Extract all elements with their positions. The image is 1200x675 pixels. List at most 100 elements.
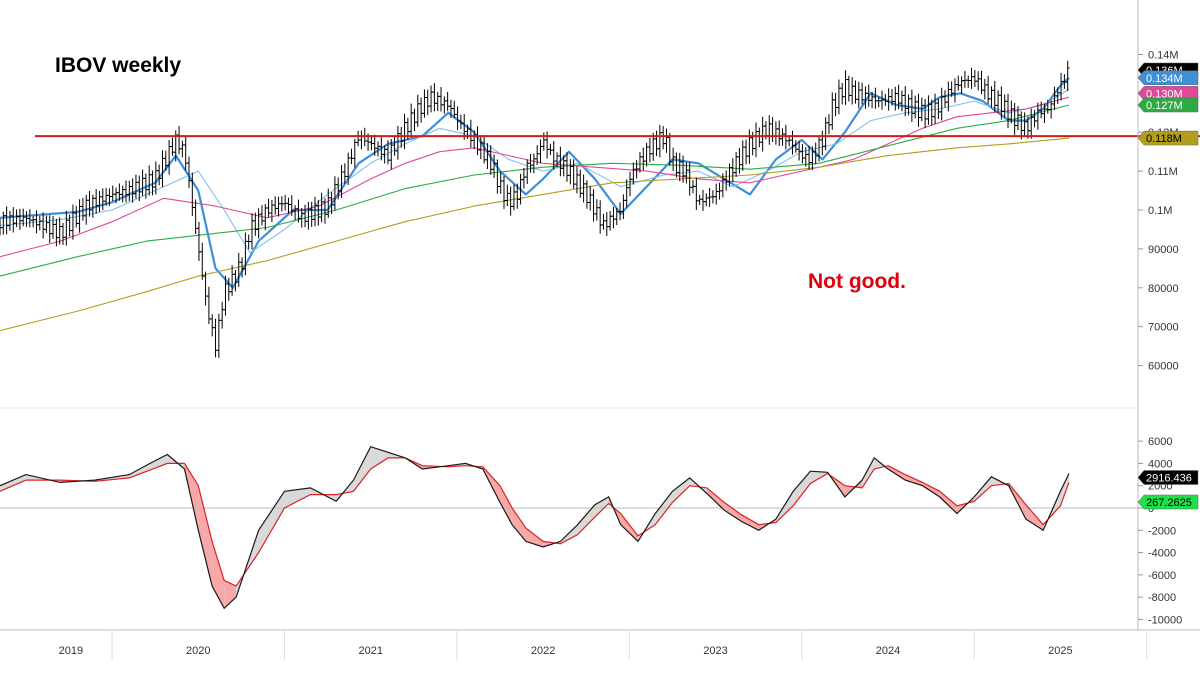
- price-bar: [124, 180, 129, 203]
- price-bar: [707, 188, 712, 207]
- macd-histogram-fill: [353, 446, 371, 492]
- price-bar: [833, 92, 838, 117]
- price-bar: [966, 75, 971, 88]
- price-bar: [704, 193, 709, 207]
- price-bar: [654, 130, 659, 157]
- price-tag: 0.130M: [1137, 86, 1199, 101]
- chart-title: IBOV weekly: [55, 54, 182, 77]
- price-bar: [94, 189, 99, 214]
- price-bar: [177, 125, 182, 155]
- price-bar: [767, 115, 772, 145]
- price-bar: [677, 152, 682, 182]
- macd-y-tick-label: 6000: [1148, 436, 1172, 448]
- price-bar: [439, 87, 444, 112]
- price-bar: [800, 144, 805, 164]
- price-bar: [27, 209, 32, 228]
- price-bar: [47, 215, 52, 243]
- macd-histogram-fill: [862, 457, 875, 488]
- x-tick-label: 2019: [59, 645, 83, 657]
- price-bar: [770, 116, 775, 143]
- y-tick-label: 90000: [1148, 244, 1179, 256]
- price-bar: [303, 204, 308, 228]
- x-tick-label: 2021: [358, 645, 382, 657]
- price-bar: [236, 252, 241, 287]
- price-bar: [17, 208, 22, 230]
- price-bar: [24, 211, 29, 227]
- price-tag-bg: [1137, 70, 1199, 86]
- price-bar: [923, 98, 928, 129]
- price-bar: [147, 165, 152, 196]
- price-bar: [952, 78, 957, 103]
- price-bar: [409, 103, 414, 138]
- price-bar: [790, 130, 795, 155]
- macd-histogram-fill: [887, 465, 906, 481]
- macd-histogram-fill: [370, 446, 388, 469]
- price-bar: [697, 194, 702, 206]
- price-bar: [737, 147, 742, 174]
- macd-histogram-fill: [724, 502, 742, 522]
- price-tag-label: 0.130M: [1146, 88, 1183, 100]
- price-bar: [196, 221, 201, 261]
- price-bar: [830, 92, 835, 130]
- price-bar: [133, 174, 138, 199]
- macd-tag-bg: [1137, 494, 1199, 510]
- price-bar: [594, 199, 599, 221]
- macd-histogram-fill: [150, 454, 168, 471]
- price-bar: [250, 213, 255, 250]
- signal-line: [0, 457, 1070, 587]
- ma-line-ma_fast: [0, 76, 1070, 289]
- price-bar: [581, 174, 586, 203]
- macd-histogram-fill: [741, 514, 759, 531]
- price-bar: [70, 204, 75, 240]
- price-bar: [120, 185, 125, 203]
- price-bar: [352, 138, 357, 168]
- price-bar: [1002, 94, 1007, 118]
- y-tick-label: 0.11M: [1148, 166, 1178, 178]
- price-bar: [1029, 108, 1034, 139]
- price-bar: [269, 199, 274, 223]
- price-tag-bg: [1137, 130, 1199, 146]
- price-bar: [319, 192, 324, 223]
- price-bar: [266, 198, 271, 218]
- price-bar: [843, 70, 848, 105]
- price-bar: [744, 139, 749, 165]
- price-bar: [850, 77, 855, 105]
- price-bar: [276, 196, 281, 217]
- x-axis: 2019 2020 2021 2022 2023 2024 2025: [0, 629, 1200, 660]
- price-bar: [860, 82, 865, 105]
- price-bar: [873, 87, 878, 109]
- macd-y-tick-label: 4000: [1148, 458, 1172, 470]
- ma-line-ma_longest: [0, 137, 1070, 332]
- macd-y-tick-label: -4000: [1148, 548, 1176, 560]
- price-bar: [286, 197, 291, 214]
- price-bar: [442, 96, 447, 114]
- price-bar: [976, 71, 981, 91]
- price-bar: [468, 119, 473, 148]
- price-bar: [435, 91, 440, 112]
- y-tick-label: 70000: [1148, 322, 1179, 334]
- price-bar: [661, 126, 666, 150]
- macd-tag-label: 2916.436: [1146, 473, 1192, 485]
- price-bar: [840, 82, 845, 105]
- price-bar: [130, 178, 135, 203]
- price-bar: [969, 67, 974, 89]
- price-bar: [349, 148, 354, 165]
- price-bar: [959, 76, 964, 94]
- macd-histogram-fill: [258, 491, 285, 553]
- price-bar: [611, 206, 616, 229]
- price-bar: [853, 80, 858, 104]
- price-bar: [11, 207, 16, 233]
- price-bar: [972, 70, 977, 88]
- price-bar: [899, 90, 904, 112]
- macd-tag: 267.2625: [1137, 494, 1199, 510]
- price-bar: [856, 81, 861, 109]
- macd-histogram-fill: [512, 508, 526, 542]
- price-bar: [621, 194, 626, 219]
- y-tick-label: 0.1M: [1148, 205, 1172, 217]
- price-bar: [886, 88, 891, 111]
- price-bar: [44, 215, 49, 233]
- x-tick-label: 2022: [531, 645, 555, 657]
- price-bar: [528, 153, 533, 173]
- price-bar: [893, 86, 898, 111]
